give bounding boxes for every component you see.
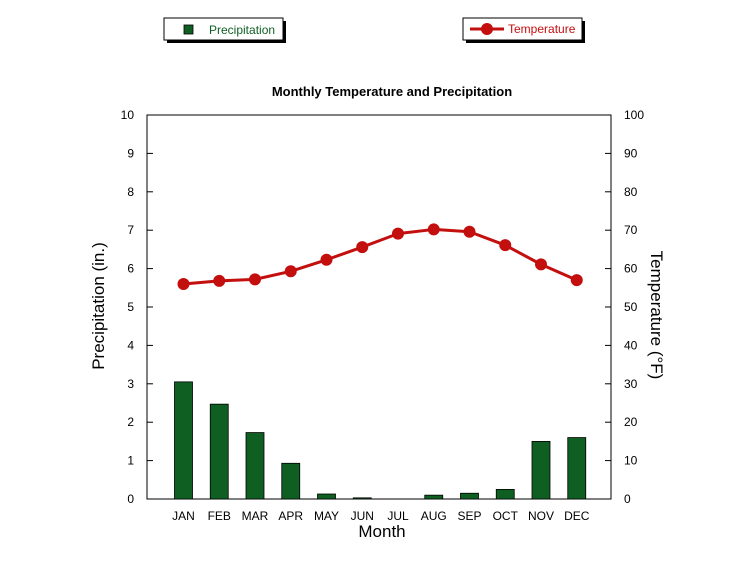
temperature-point [213,274,226,287]
precipitation-bar [174,381,193,500]
legend-precipitation-label: Precipitation [209,23,275,37]
precipitation-bar [352,497,372,500]
left-axis-tick-label: 8 [127,185,134,199]
x-axis-labels: JAN FEB MAR APR MAY JUN JUL AUG SEP OCT NOV DEC [172,509,590,523]
precipitation-bar [495,488,515,500]
right-axis-title: Temperature (°F) [647,251,666,380]
left-axis-tick-label: 10 [121,108,135,122]
x-axis-tick-label: DEC [564,509,590,523]
precipitation-bar [567,437,587,500]
temperature-point [427,223,440,236]
left-axis-tick-label: 4 [127,338,134,352]
right-axis-tick-label: 80 [624,185,638,199]
precipitation-bars [174,381,587,500]
legend-precipitation: Precipitation [163,17,286,43]
x-axis-tick-label: AUG [421,509,447,523]
temperature-point [320,253,333,266]
x-axis-tick-label: FEB [208,509,231,523]
x-axis-tick-label: MAR [242,509,269,523]
temperature-point [535,258,547,271]
legend-temperature: Temperature [462,17,585,43]
x-axis-tick-label: MAY [314,509,339,523]
right-axis-tick-label: 50 [624,300,638,314]
left-axis: 0 1 2 3 4 5 6 7 8 9 10 [121,108,153,506]
right-axis-tick-label: 90 [624,146,638,160]
x-axis-tick-label: JAN [172,509,195,523]
x-axis-tick-label: OCT [493,509,519,523]
right-axis-tick-label: 20 [624,415,638,429]
temperature-point [356,241,369,254]
right-axis-tick-label: 30 [624,377,638,391]
legend-box [462,17,583,41]
temperature-point [392,227,404,240]
right-axis-tick-label: 100 [624,108,644,122]
temperature-point [463,225,476,238]
temperature-point [499,239,512,252]
legend-precipitation-swatch [183,24,194,35]
right-axis-tick-label: 0 [624,492,631,506]
left-axis-tick-label: 1 [127,454,134,468]
legend-temperature-label: Temperature [508,22,576,36]
right-axis-tick-label: 70 [624,223,638,237]
precipitation-bar [460,492,479,500]
x-axis-tick-label: NOV [528,509,554,523]
temperature-line-layer [177,223,583,290]
precipitation-bar [424,494,444,500]
temperature-point [177,277,190,290]
right-axis-tick-label: 10 [624,454,638,468]
left-axis-title: Precipitation (in.) [89,242,108,370]
right-axis-tick-label: 40 [624,338,638,352]
right-axis-tick-label: 60 [624,262,638,276]
left-axis-tick-label: 7 [127,223,134,237]
x-axis-tick-label: JUN [351,509,374,523]
x-axis-title: Month [358,522,405,541]
x-axis-tick-label: APR [278,509,303,523]
precipitation-bar [317,493,336,500]
legend-box [163,17,284,41]
left-axis-tick-label: 9 [127,146,134,160]
x-axis-tick-label: SEP [457,509,481,523]
precipitation-bar [281,462,301,500]
x-axis-tick-label: JUL [387,509,409,523]
right-axis: 0 10 20 30 40 50 60 70 80 90 100 [605,108,644,506]
temperature-line [183,227,578,286]
precipitation-bar [209,403,229,500]
left-axis-tick-label: 5 [127,300,134,314]
temperature-point [570,274,583,287]
left-axis-tick-label: 6 [127,262,134,276]
chart-title: Monthly Temperature and Precipitation [272,84,512,99]
precipitation-bar [245,432,265,500]
temperature-point [249,273,261,286]
precipitation-bar [531,440,551,500]
left-axis-tick-label: 0 [127,492,134,506]
temperature-point [284,265,297,278]
left-axis-tick-label: 2 [127,415,134,429]
legend-temperature-marker [481,23,493,35]
left-axis-tick-label: 3 [127,377,134,391]
